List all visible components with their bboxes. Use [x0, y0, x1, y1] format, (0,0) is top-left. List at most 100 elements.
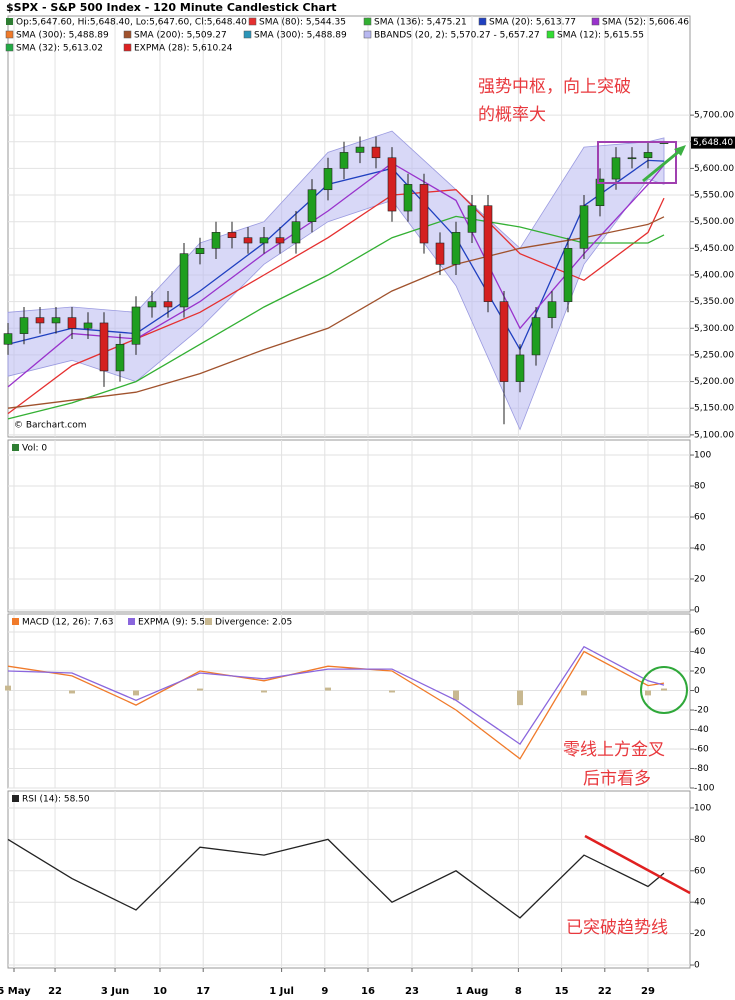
y-tick-label: 0	[694, 605, 700, 615]
legend-label: MACD (12, 26): 7.63	[22, 618, 113, 628]
annotation: 的概率大	[478, 105, 546, 125]
panel-frame	[7, 439, 691, 613]
y-tick-label: 40	[694, 544, 706, 554]
legend-swatch	[248, 17, 257, 26]
annotation: 零线上方金叉	[563, 740, 665, 760]
divergence-bar	[133, 690, 139, 696]
annotation: 后市看多	[583, 769, 651, 789]
divergence-bar	[197, 688, 203, 691]
y-tick-label: -20	[694, 706, 709, 716]
y-tick-label: 20	[694, 574, 706, 584]
chart-title: $SPX - S&P 500 Index - 120 Minute Candle…	[6, 1, 337, 14]
decorations	[584, 141, 691, 895]
candle-body	[627, 157, 637, 160]
y-tick-label: 5,350.00	[694, 297, 734, 307]
overlay-line	[7, 216, 665, 409]
series-line	[7, 645, 665, 746]
panel-frame	[7, 790, 691, 969]
plot-layer: 5,100.00 5,150.00 5,200.00 5,250.00 5,300.00…	[0, 17, 735, 997]
x-tick-label: 8	[515, 986, 522, 997]
candle-body	[595, 178, 605, 207]
y-tick-label: 20	[694, 929, 706, 939]
overlay-line	[7, 159, 665, 352]
candle-body	[3, 333, 13, 345]
y-tick-label: 5,200.00	[694, 377, 734, 387]
legend-label: Divergence: 2.05	[215, 618, 292, 628]
y-tick-label: 5,100.00	[694, 430, 734, 440]
x-tick-label: 10	[153, 986, 167, 997]
legend-swatch	[6, 18, 13, 25]
legend-swatch	[363, 30, 372, 39]
divergence-bar	[261, 690, 267, 693]
y-tick-label: 60	[694, 628, 706, 638]
divergence-bar	[389, 690, 395, 693]
candle-body	[387, 157, 397, 212]
candle-body	[131, 306, 141, 345]
y-tick-label: -60	[694, 745, 709, 755]
y-tick-label: 5,450.00	[694, 244, 734, 254]
legend-label: RSI (14): 58.50	[22, 795, 90, 805]
legend-swatch	[478, 17, 487, 26]
y-tick-label: -40	[694, 725, 709, 735]
divergence-bar	[581, 690, 587, 696]
annotation: 强势中枢，向上突破	[478, 77, 631, 97]
candle-body	[451, 232, 461, 265]
y-tick-label: 5,150.00	[694, 404, 734, 414]
candle-body	[563, 248, 573, 302]
legend-swatch	[128, 618, 135, 625]
candle-body	[499, 301, 509, 382]
candle-body	[579, 205, 589, 249]
candle-body	[275, 237, 285, 244]
divergence-bar	[517, 690, 523, 706]
divergence-bar	[453, 690, 459, 701]
candle-body	[643, 152, 653, 159]
legend-swatch	[123, 43, 132, 52]
y-tick-label: 0	[694, 686, 700, 696]
legend-label: SMA (300): 5,488.89	[16, 31, 109, 41]
candle-body	[227, 232, 237, 238]
legend-swatch	[12, 444, 19, 451]
y-tick-label: 40	[694, 647, 706, 657]
candle-body	[195, 248, 205, 254]
candle-body	[243, 237, 253, 244]
x-tick-label: 16	[361, 986, 375, 997]
source: © Barchart.com	[14, 421, 87, 431]
candle-body	[435, 242, 445, 265]
candle-body	[467, 205, 477, 233]
y-tick-label: 60	[694, 866, 706, 876]
last-price-box	[691, 136, 735, 149]
x-tick-label: 29	[641, 986, 655, 997]
candle-body	[547, 301, 557, 318]
legend-swatch	[12, 618, 19, 625]
legend-label: SMA (32): 5,613.02	[16, 44, 103, 54]
legend-swatch	[363, 17, 372, 26]
x-tick-label: 15	[555, 986, 569, 997]
x-tick-label: 3 Jun	[101, 986, 129, 997]
y-tick-label: 5,550.00	[694, 191, 734, 201]
candle-body	[19, 317, 29, 334]
y-tick-label: -80	[694, 764, 709, 774]
golden-cross-circle	[640, 666, 688, 714]
y-tick-label: 5,250.00	[694, 350, 734, 360]
divergence-bar	[69, 690, 75, 694]
candle-body	[403, 184, 413, 212]
legend-swatch	[546, 30, 555, 39]
candle-body	[147, 301, 157, 308]
y-tick-label: 60	[694, 513, 706, 523]
y-tick-label: 80	[694, 835, 706, 845]
x-tick-label: 17	[196, 986, 210, 997]
y-tick-label: 5,400.00	[694, 270, 734, 280]
candle-body	[531, 317, 541, 356]
candle-body	[339, 152, 349, 169]
panel-frame	[7, 613, 691, 789]
candle-body	[51, 317, 61, 324]
y-tick-label: -100	[694, 784, 715, 794]
legend-label: SMA (80): 5,544.35	[259, 18, 346, 28]
divergence-bar	[645, 690, 651, 696]
legend-swatch	[12, 795, 19, 802]
legend-swatch	[243, 30, 252, 39]
legend-label: SMA (136): 5,475.21	[374, 18, 467, 28]
overlay-line	[7, 162, 665, 388]
trend-line	[584, 834, 691, 895]
candle-body	[611, 157, 621, 180]
